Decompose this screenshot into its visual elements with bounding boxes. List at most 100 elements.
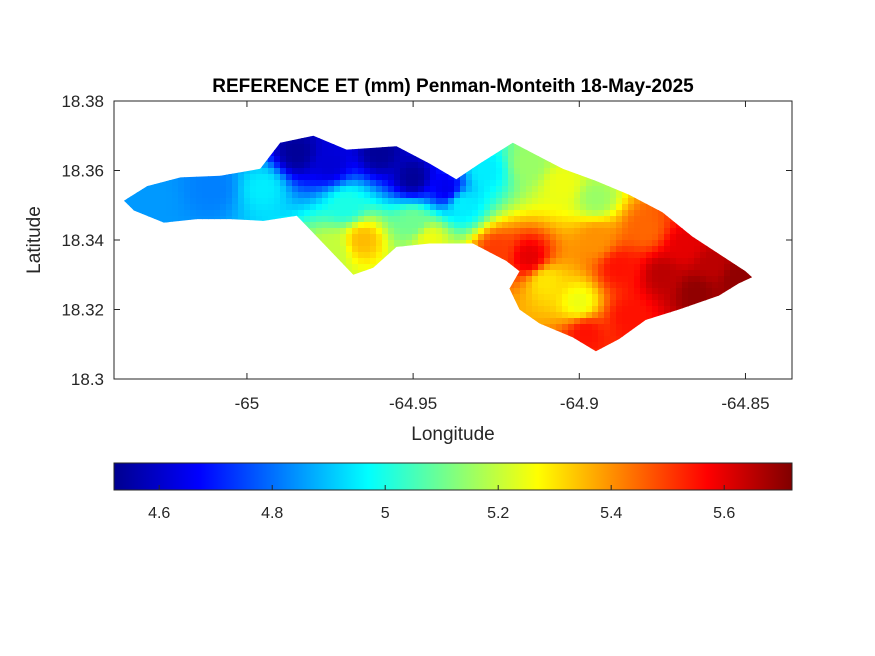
heatmap-cell — [370, 258, 377, 265]
heatmap-cell — [484, 168, 491, 175]
heatmap-cell — [592, 318, 599, 325]
heatmap-cell — [346, 168, 353, 175]
heatmap-cell — [580, 318, 587, 325]
heatmap-cell — [556, 252, 563, 259]
heatmap-cell — [658, 270, 665, 277]
heatmap-cell — [310, 138, 317, 145]
heatmap-cell — [526, 288, 533, 295]
heatmap-cell — [328, 228, 335, 235]
heatmap-cell — [286, 156, 293, 163]
heatmap-cell — [184, 210, 191, 217]
heatmap-cell — [538, 246, 545, 253]
heatmap-cell — [334, 168, 341, 175]
heatmap-cell — [232, 192, 239, 199]
heatmap-cell — [328, 192, 335, 199]
heatmap-cell — [538, 186, 545, 193]
heatmap-cell — [484, 210, 491, 217]
heatmap-cell — [322, 204, 329, 211]
heatmap-cell — [340, 192, 347, 199]
heatmap-cell — [424, 162, 431, 169]
heatmap-cell — [436, 168, 443, 175]
heatmap-cell — [322, 228, 329, 235]
heatmap-cell — [478, 240, 485, 247]
heatmap-cell — [370, 216, 377, 223]
heatmap-cell — [370, 180, 377, 187]
heatmap-cell — [556, 234, 563, 241]
heatmap-cell — [388, 144, 395, 151]
heatmap-cell — [532, 222, 539, 229]
heatmap-cell — [520, 210, 527, 217]
heatmap-cell — [514, 198, 521, 205]
heatmap-cell — [556, 294, 563, 301]
heatmap-cell — [292, 174, 299, 181]
heatmap-cell — [610, 186, 617, 193]
x-tick-label: -64.95 — [389, 394, 437, 413]
heatmap-cell — [250, 210, 257, 217]
heatmap-cell — [550, 294, 557, 301]
heatmap-cell — [568, 324, 575, 331]
heatmap-cell — [304, 216, 311, 223]
heatmap-cell — [556, 246, 563, 253]
heatmap-cell — [136, 198, 143, 205]
heatmap-cell — [532, 240, 539, 247]
heatmap-cell — [580, 216, 587, 223]
heatmap-cell — [184, 180, 191, 187]
heatmap-cell — [526, 186, 533, 193]
heatmap-cell — [682, 288, 689, 295]
heatmap-cell — [472, 198, 479, 205]
heatmap-cell — [622, 222, 629, 229]
heatmap-cell — [412, 180, 419, 187]
heatmap-cell — [334, 186, 341, 193]
heatmap-cell — [628, 252, 635, 259]
heatmap-cell — [382, 210, 389, 217]
heatmap-cell — [316, 150, 323, 157]
heatmap-cell — [460, 180, 467, 187]
heatmap-cell — [718, 258, 725, 265]
heatmap-cell — [166, 186, 173, 193]
heatmap-cell — [292, 180, 299, 187]
heatmap-cell — [580, 198, 587, 205]
heatmap-cell — [424, 234, 431, 241]
heatmap-cell — [514, 234, 521, 241]
heatmap-cell — [580, 270, 587, 277]
heatmap-cell — [718, 264, 725, 271]
heatmap-cell — [280, 210, 287, 217]
heatmap-cell — [586, 198, 593, 205]
heatmap-cell — [514, 282, 521, 289]
heatmap-cell — [562, 264, 569, 271]
heatmap-cell — [250, 168, 257, 175]
heatmap-cell — [622, 246, 629, 253]
heatmap-cell — [586, 234, 593, 241]
heatmap-cell — [670, 288, 677, 295]
heatmap-cell — [394, 186, 401, 193]
heatmap-cell — [466, 198, 473, 205]
heatmap-cell — [442, 234, 449, 241]
heatmap-cell — [520, 198, 527, 205]
heatmap-cell — [286, 144, 293, 151]
heatmap-cell — [274, 150, 281, 157]
heatmap-cell — [406, 216, 413, 223]
heatmap-cell — [646, 234, 653, 241]
heatmap-cell — [586, 312, 593, 319]
heatmap-cell — [604, 324, 611, 331]
heatmap-cell — [598, 330, 605, 337]
heatmap-cell — [592, 228, 599, 235]
heatmap-cell — [574, 210, 581, 217]
heatmap-cell — [304, 135, 311, 139]
heatmap-cell — [370, 228, 377, 235]
heatmap-cell — [532, 258, 539, 265]
heatmap-cell — [328, 162, 335, 169]
heatmap-cell — [310, 204, 317, 211]
heatmap-cell — [394, 198, 401, 205]
heatmap-cell — [376, 186, 383, 193]
heatmap-cell — [166, 210, 173, 217]
heatmap-cell — [244, 204, 251, 211]
heatmap-cell — [682, 240, 689, 247]
heatmap-cell — [532, 210, 539, 217]
heatmap-cell — [418, 234, 425, 241]
heatmap-cell — [574, 282, 581, 289]
heatmap-cell — [628, 240, 635, 247]
heatmap-cell — [304, 222, 311, 229]
heatmap-cell — [394, 204, 401, 211]
heatmap-cell — [574, 252, 581, 259]
